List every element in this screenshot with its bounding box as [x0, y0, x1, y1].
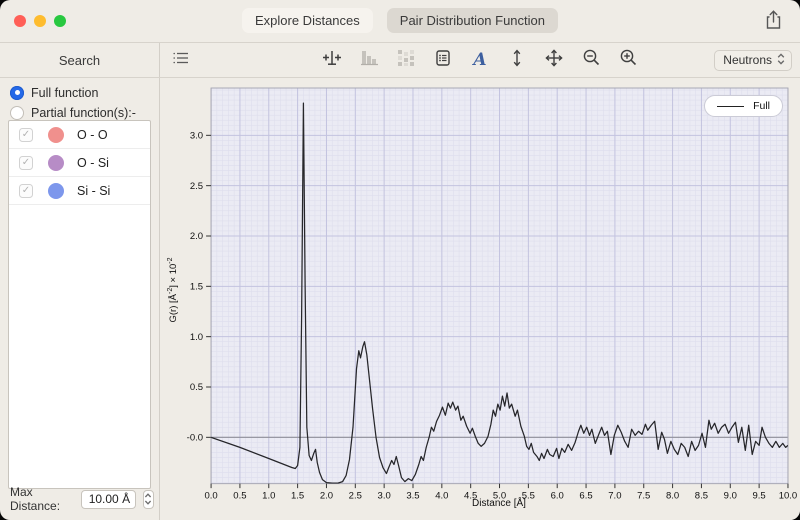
pair-label: Si - Si: [77, 183, 111, 198]
svg-text:10.0: 10.0: [779, 491, 797, 502]
pair-row-o-o[interactable]: ✓ O - O: [9, 121, 150, 149]
legend-line-sample: [717, 105, 745, 107]
share-icon: [765, 9, 782, 35]
pair-checkbox[interactable]: ✓: [19, 155, 33, 170]
zoom-in-button[interactable]: [617, 49, 639, 71]
partial-function-option[interactable]: Partial function(s):-: [10, 104, 149, 121]
close-button[interactable]: [14, 15, 26, 27]
chart-legend: Full: [704, 95, 783, 117]
data-table-icon: [436, 49, 450, 71]
full-function-label: Full function: [31, 85, 99, 100]
svg-text:2.5: 2.5: [349, 491, 362, 502]
histogram-icon: [360, 50, 378, 71]
svg-text:1.5: 1.5: [291, 491, 304, 502]
svg-text:2.5: 2.5: [190, 181, 203, 192]
data-table-button[interactable]: [432, 49, 454, 71]
font-button[interactable]: A: [469, 49, 491, 71]
svg-text:8.0: 8.0: [666, 491, 679, 502]
pair-color-swatch: [48, 182, 64, 199]
pair-list: ✓ O - O ✓ O - Si ✓ Si - Si: [8, 120, 151, 489]
svg-text:0.0: 0.0: [204, 491, 217, 502]
sidebar-header: Search: [0, 43, 160, 77]
svg-text:1.5: 1.5: [190, 282, 203, 293]
svg-text:2.0: 2.0: [320, 491, 333, 502]
sidebar: Full function Partial function(s):- ✓ O …: [0, 78, 160, 520]
x-axis-label: Distance [Å]: [472, 498, 526, 509]
tab-explore-distances[interactable]: Explore Distances: [241, 8, 373, 33]
svg-text:4.5: 4.5: [464, 491, 477, 502]
scatter-grid-icon: [398, 49, 414, 71]
svg-text:3.0: 3.0: [190, 131, 203, 142]
full-function-option[interactable]: Full function: [10, 84, 149, 101]
zoom-out-icon: [583, 49, 600, 71]
fullscreen-button[interactable]: [54, 15, 66, 27]
scatter-grid-button[interactable]: [395, 49, 417, 71]
svg-text:5.0: 5.0: [493, 491, 506, 502]
max-distance-input[interactable]: 10.00 Å: [80, 489, 136, 509]
minimize-button[interactable]: [34, 15, 46, 27]
chart-panel: 0.0 0.5 1.0 1.5 2.0 2.5 3.0 3.5 4.0 4.5 5.0 5.5 6.0 6…: [160, 78, 800, 520]
svg-text:1.0: 1.0: [190, 332, 203, 343]
pair-label: O - O: [77, 127, 108, 142]
pair-checkbox[interactable]: ✓: [19, 127, 33, 142]
svg-text:0.5: 0.5: [190, 382, 203, 393]
source-select-value: Neutrons: [723, 53, 772, 67]
adjust-range-icon: [322, 50, 342, 71]
legend-label: Full: [753, 100, 770, 112]
svg-text:6.5: 6.5: [579, 491, 592, 502]
max-distance-label: Max Distance:: [10, 485, 61, 513]
svg-text:0.5: 0.5: [233, 491, 246, 502]
pair-label: O - Si: [77, 155, 109, 170]
tab-pair-distribution-function[interactable]: Pair Distribution Function: [386, 8, 559, 33]
pair-color-swatch: [48, 126, 64, 143]
view-list-button[interactable]: [169, 49, 191, 71]
zoom-in-icon: [620, 49, 637, 71]
y-axis-label: G(r) [Å-2] × 10-2: [166, 257, 180, 323]
share-button[interactable]: [762, 9, 784, 35]
chart-toolbar: A: [160, 43, 800, 77]
pair-checkbox[interactable]: ✓: [19, 183, 33, 198]
histogram-button[interactable]: [358, 49, 380, 71]
pair-row-si-si[interactable]: ✓ Si - Si: [9, 177, 150, 205]
chart-plot[interactable]: 0.0 0.5 1.0 1.5 2.0 2.5 3.0 3.5 4.0 4.5 5.0 5.5 6.0 6…: [160, 78, 800, 520]
svg-text:9.5: 9.5: [753, 491, 766, 502]
max-distance-stepper[interactable]: [142, 489, 154, 509]
titlebar: Explore Distances Pair Distribution Func…: [0, 0, 800, 43]
svg-text:9.0: 9.0: [724, 491, 737, 502]
svg-text:3.0: 3.0: [378, 491, 391, 502]
radio-full-function[interactable]: [10, 85, 24, 100]
svg-text:8.5: 8.5: [695, 491, 708, 502]
svg-text:3.5: 3.5: [406, 491, 419, 502]
pan-button[interactable]: [543, 48, 565, 72]
radiation-source-select[interactable]: Neutrons: [714, 49, 792, 71]
zoom-out-button[interactable]: [580, 49, 602, 71]
traffic-lights: [14, 15, 66, 27]
adjust-range-button[interactable]: [321, 49, 343, 71]
search-title: Search: [58, 52, 101, 68]
subheader: Search: [0, 43, 800, 78]
select-chevrons-icon: [777, 52, 785, 68]
scale-vertical-button[interactable]: [506, 49, 528, 71]
svg-text:7.5: 7.5: [637, 491, 650, 502]
pan-move-icon: [545, 48, 563, 72]
radio-partial-function[interactable]: [10, 105, 24, 120]
pair-row-o-si[interactable]: ✓ O - Si: [9, 149, 150, 177]
svg-text:-0.0: -0.0: [187, 433, 203, 444]
svg-text:7.0: 7.0: [608, 491, 621, 502]
svg-text:5.5: 5.5: [522, 491, 535, 502]
font-icon: A: [473, 49, 487, 70]
pair-color-swatch: [48, 154, 64, 171]
scale-vertical-icon: [512, 49, 522, 72]
svg-text:1.0: 1.0: [262, 491, 275, 502]
view-list-icon: [172, 51, 188, 69]
svg-text:4.0: 4.0: [435, 491, 448, 502]
svg-text:2.0: 2.0: [190, 231, 203, 242]
mode-tabs: Explore Distances Pair Distribution Func…: [241, 8, 559, 33]
svg-text:6.0: 6.0: [551, 491, 564, 502]
partial-function-label: Partial function(s):-: [31, 105, 136, 120]
